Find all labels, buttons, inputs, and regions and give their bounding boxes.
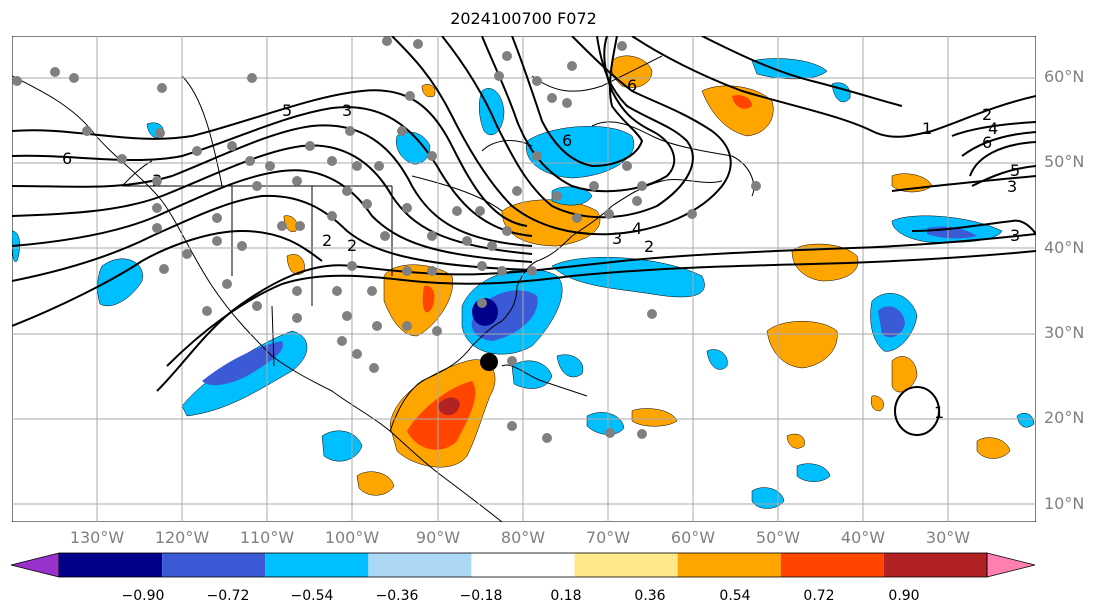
anomaly-region bbox=[732, 95, 752, 109]
anomaly-region bbox=[202, 341, 283, 386]
colorbar-tick: 0.90 bbox=[888, 588, 920, 604]
contour-label: 3 bbox=[612, 229, 622, 248]
lon-label: 80°W bbox=[500, 528, 546, 547]
anomaly-region bbox=[551, 186, 593, 206]
lon-label: 70°W bbox=[585, 528, 631, 547]
anomaly-region bbox=[556, 354, 584, 378]
lat-label-40N: 40°N bbox=[1044, 238, 1085, 257]
anomaly-region bbox=[356, 471, 395, 496]
colorbar bbox=[10, 552, 1036, 578]
contour-label: 6 bbox=[982, 133, 992, 152]
colorbar-segments bbox=[10, 552, 1036, 578]
lon-label: 40°W bbox=[840, 528, 886, 547]
contour-label: 6 bbox=[562, 131, 572, 150]
anomaly-region bbox=[396, 131, 431, 165]
lat-label-30N: 30°N bbox=[1044, 323, 1085, 342]
contour-label: 6 bbox=[627, 76, 637, 95]
highlight-point-marker bbox=[480, 353, 498, 371]
anomaly-region bbox=[437, 397, 460, 416]
contour-label: 4 bbox=[632, 219, 642, 238]
colorbar-tick: −0.90 bbox=[121, 588, 165, 604]
colorbar-tick: −0.72 bbox=[206, 588, 250, 604]
lon-label: 110°W bbox=[239, 528, 295, 547]
anomaly-region bbox=[878, 306, 905, 338]
lon-label: 90°W bbox=[415, 528, 461, 547]
contour-label: 2 bbox=[982, 105, 992, 124]
colorbar-tick: −0.36 bbox=[375, 588, 419, 604]
coastlines bbox=[12, 55, 755, 522]
station-markers bbox=[12, 36, 761, 443]
anomaly-region bbox=[551, 257, 705, 298]
anomaly-region bbox=[751, 58, 828, 80]
lat-label-20N: 20°N bbox=[1044, 408, 1085, 427]
anomaly-region bbox=[1016, 413, 1035, 428]
contour-label: 1 bbox=[922, 119, 932, 138]
colorbar-segment bbox=[368, 553, 472, 577]
colorbar-segment bbox=[780, 553, 884, 577]
contour-label: 5 bbox=[1010, 161, 1020, 180]
anomaly-region bbox=[97, 258, 143, 306]
contour-label: 3 bbox=[1007, 177, 1017, 196]
contour-label: 6 bbox=[62, 149, 72, 168]
colorbar-segment bbox=[471, 553, 575, 577]
anomaly-region bbox=[422, 285, 435, 313]
contour-label: 4 bbox=[988, 119, 998, 138]
anomaly-region bbox=[407, 381, 476, 450]
anomaly-region bbox=[511, 360, 553, 389]
map-panel: 5 3 6 3 2 2 6 6 4 3 2 1 2 4 6 5 3 3 1 bbox=[12, 36, 1036, 522]
lat-label-10N: 10°N bbox=[1044, 494, 1085, 513]
lon-label: 60°W bbox=[670, 528, 716, 547]
contour-label: 1 bbox=[934, 403, 944, 422]
anomaly-region bbox=[766, 321, 838, 369]
colorbar-tick: 0.72 bbox=[803, 588, 835, 604]
colorbar-tick: 0.18 bbox=[550, 588, 582, 604]
anomaly-region bbox=[976, 437, 1011, 459]
colorbar-segment bbox=[162, 553, 266, 577]
contour-label: 5 bbox=[282, 101, 292, 120]
anomaly-region bbox=[421, 84, 436, 98]
anomaly-region bbox=[701, 85, 774, 137]
colorbar-segment bbox=[883, 553, 987, 577]
colorbar-tick: −0.54 bbox=[290, 588, 334, 604]
anomaly-region bbox=[891, 356, 918, 393]
colorbar-segment bbox=[677, 553, 781, 577]
anomaly-region bbox=[586, 412, 625, 435]
colorbar-tick: −0.18 bbox=[459, 588, 503, 604]
colorbar-tick: 0.36 bbox=[634, 588, 666, 604]
anomaly-region bbox=[706, 349, 728, 370]
lon-label: 100°W bbox=[324, 528, 380, 547]
contour-label: 3 bbox=[342, 101, 352, 120]
lon-label: 50°W bbox=[755, 528, 801, 547]
colorbar-segment bbox=[10, 552, 60, 578]
colorbar-segment bbox=[574, 553, 678, 577]
anomaly-region bbox=[796, 463, 831, 482]
contour-label: 2 bbox=[322, 231, 332, 250]
contour-label: 2 bbox=[644, 237, 654, 256]
lat-label-50N: 50°N bbox=[1044, 152, 1085, 171]
anomaly-region bbox=[751, 487, 785, 509]
contour-label: 3 bbox=[1010, 226, 1020, 245]
colorbar-segment bbox=[265, 553, 369, 577]
lon-label: 120°W bbox=[154, 528, 210, 547]
anomaly-region bbox=[786, 433, 805, 449]
contour-label: 2 bbox=[347, 236, 357, 255]
lat-label-60N: 60°N bbox=[1044, 67, 1085, 86]
colorbar-outline bbox=[58, 552, 988, 578]
anomaly-region bbox=[631, 408, 678, 427]
lon-label: 30°W bbox=[925, 528, 971, 547]
colorbar-segment bbox=[59, 553, 163, 577]
lon-label: 130°W bbox=[69, 528, 125, 547]
graticule bbox=[12, 36, 1036, 522]
colorbar-tick: 0.54 bbox=[719, 588, 751, 604]
anomaly-region bbox=[871, 395, 884, 412]
map-title: 2024100700 F072 bbox=[450, 9, 597, 28]
contour-lines bbox=[12, 36, 1036, 436]
colorbar-segment bbox=[986, 552, 1036, 578]
anomaly-region bbox=[791, 243, 859, 282]
